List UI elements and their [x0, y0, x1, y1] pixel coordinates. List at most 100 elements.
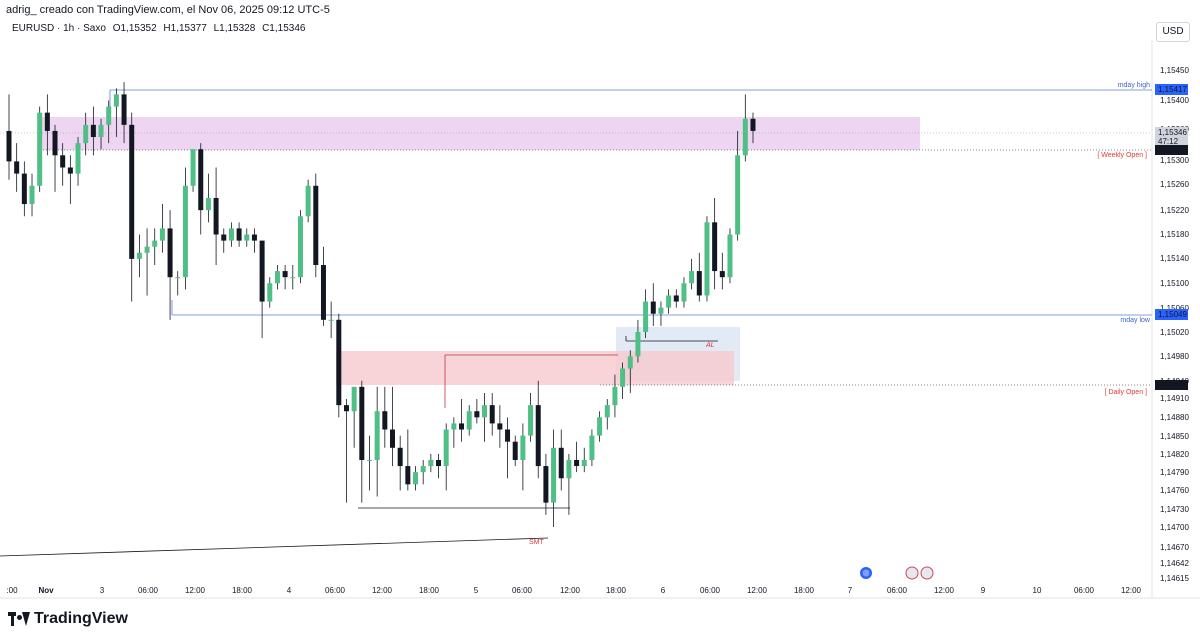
time-tick-label: :00	[6, 586, 18, 595]
candle	[244, 228, 250, 247]
candle-body	[727, 234, 733, 278]
us-flag-icon[interactable]	[905, 566, 919, 580]
candle-body	[60, 155, 66, 168]
event-icons[interactable]	[860, 566, 934, 580]
candle	[620, 362, 626, 400]
price-tick-label: 1,14910	[1160, 394, 1189, 403]
candle-body	[420, 466, 426, 473]
symbol-legend: EURUSD · 1h · Saxo O1,15352 H1,15377 L1,…	[12, 23, 309, 34]
candle	[159, 204, 165, 253]
weekly-open-tag-bg	[1155, 145, 1188, 155]
time-tick-label: 18:00	[419, 586, 440, 595]
event-circle-icon[interactable]	[860, 567, 872, 579]
candle	[666, 289, 672, 314]
candle	[44, 94, 50, 156]
candle	[535, 380, 541, 479]
candle-body	[635, 332, 641, 357]
candle	[597, 411, 603, 442]
candle-body	[52, 130, 58, 156]
candle-body	[343, 405, 349, 412]
price-tick-label: 1,14790	[1160, 468, 1189, 477]
candle	[727, 228, 733, 284]
candle-body	[236, 228, 242, 241]
candle-body	[566, 459, 572, 479]
candle-body	[259, 240, 265, 302]
candle	[543, 453, 549, 515]
candle-body	[136, 252, 142, 259]
candle	[428, 453, 434, 473]
candle	[420, 459, 426, 485]
time-axis: :00 Nov 3 06:00 12:00 18:00 4 06:00 12:00 18:00 5 0…	[6, 586, 1141, 595]
time-tick-label: 4	[287, 586, 292, 595]
candle	[129, 112, 135, 302]
time-tick-label: 7	[848, 586, 853, 595]
currency-button[interactable]: USD	[1156, 22, 1190, 42]
candle-body	[44, 112, 50, 131]
candle	[259, 240, 265, 339]
candle	[589, 429, 595, 467]
candle	[274, 264, 280, 290]
candle-body	[313, 185, 319, 265]
candle-body	[574, 459, 580, 467]
candle	[67, 155, 73, 205]
candle-body	[543, 466, 549, 503]
price-tick-label: 1,15300	[1160, 156, 1189, 165]
candle	[198, 143, 204, 235]
candle	[681, 277, 687, 308]
price-tick-label: 1,14642	[1160, 559, 1189, 568]
time-tick-label: 06:00	[512, 586, 533, 595]
candle-body	[305, 185, 311, 217]
candle	[520, 423, 526, 491]
candle-body	[113, 94, 119, 107]
candle-body	[712, 222, 718, 272]
candle-body	[75, 143, 81, 174]
candle-body	[213, 197, 219, 235]
time-tick-label: 12:00	[747, 586, 768, 595]
price-tick-label: 1,15180	[1160, 230, 1189, 239]
price-tick-label: 1,14615	[1160, 574, 1189, 583]
tradingview-logo-icon	[8, 612, 30, 626]
candle	[443, 423, 449, 491]
candle-body	[390, 429, 395, 448]
candle	[167, 210, 173, 320]
time-tick-label: 12:00	[1121, 586, 1142, 595]
candle	[98, 118, 104, 150]
candle-body	[251, 234, 257, 241]
candle	[351, 386, 357, 448]
candle-body	[167, 228, 173, 278]
time-tick-label: 18:00	[794, 586, 815, 595]
candle-body	[482, 405, 488, 418]
time-tick-label: 5	[474, 586, 479, 595]
candle-body	[397, 447, 403, 467]
smt-trend-line	[0, 537, 549, 557]
candle	[290, 264, 296, 290]
candle	[359, 380, 365, 503]
candle-body	[520, 435, 526, 460]
event-circle-inner-icon	[862, 569, 870, 577]
candle	[704, 216, 710, 302]
candle-body	[528, 405, 534, 436]
candle	[251, 228, 257, 253]
us-flag-icon[interactable]	[920, 566, 934, 580]
candle	[14, 143, 20, 192]
mday-high-tag-bg	[1155, 84, 1188, 95]
candle	[390, 386, 395, 467]
tradingview-logo[interactable]: TradingView	[8, 610, 128, 628]
candle-body	[366, 459, 372, 461]
candle	[175, 271, 181, 296]
candle-body	[704, 222, 710, 296]
candle	[505, 417, 511, 479]
symbol-name[interactable]: EURUSD · 1h · Saxo	[12, 23, 106, 34]
candle-body	[336, 319, 342, 406]
candle-body	[459, 423, 465, 430]
smt-label: SMT	[529, 539, 545, 546]
candle	[267, 277, 273, 308]
candle-body	[244, 234, 250, 241]
candle	[37, 106, 43, 192]
candle	[482, 392, 488, 442]
candle	[113, 88, 119, 138]
candle-body	[489, 405, 495, 424]
candle	[328, 301, 334, 339]
candle	[90, 106, 96, 156]
